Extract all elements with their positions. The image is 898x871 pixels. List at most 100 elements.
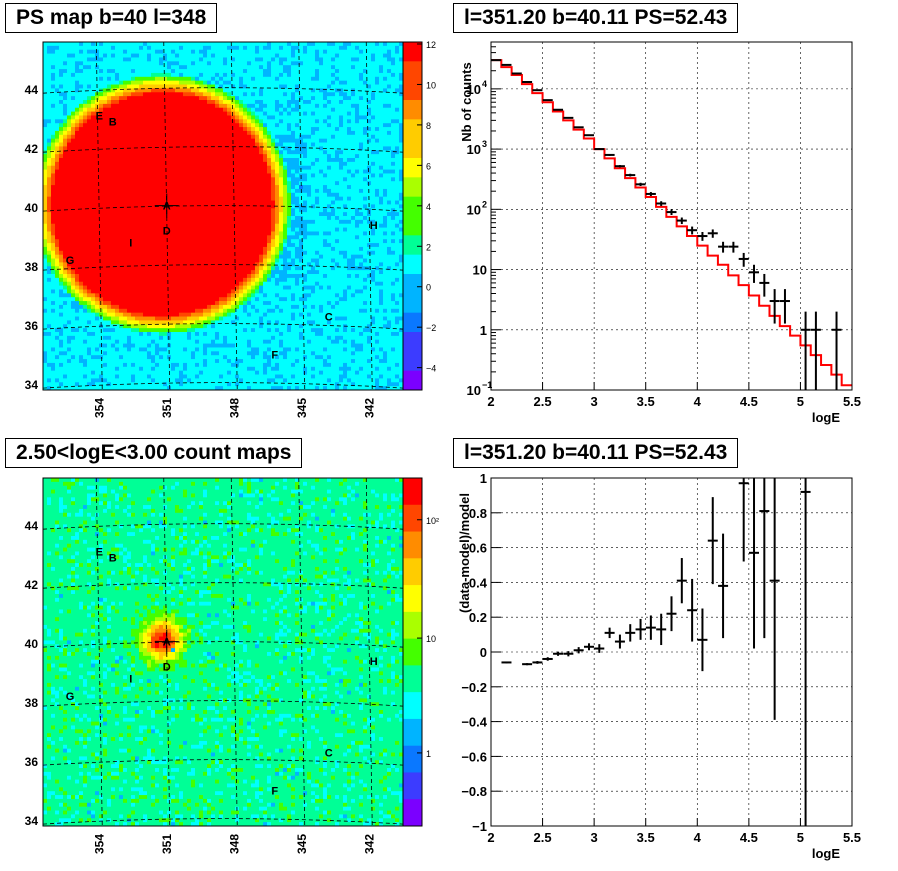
ps-map-source-i: I [129,238,132,250]
residual-y-tick-label: 0 [480,645,487,660]
spectrum-x-tick-label: 4 [694,394,702,409]
ps-map-scale-label: 12 [426,40,436,50]
residual-y-tick-label: −0.2 [461,680,487,695]
residual-x-tick-label: 2.5 [534,830,552,845]
spectrum-grid [491,42,852,390]
ps-map-source-d: D [163,226,171,238]
ps-map-scale-label: 2 [426,242,431,252]
count-map-l-tick-label: 342 [362,834,376,854]
spectrum-x-tick-label: 3.5 [637,394,655,409]
residual-grid [491,478,852,826]
count-map-scale-label: 10 [426,634,436,644]
count-map-b-tick-label: 34 [25,814,39,828]
ps-map-scale-label: −4 [426,364,436,374]
ps-map-scale-label: 6 [426,161,431,171]
ps-map-coord-grid [42,41,404,391]
spectrum-y-tick-exponent: −1 [482,380,492,390]
ps-map-source-f: F [271,350,278,362]
ps-map-source-c: C [325,311,333,323]
ps-map-b-tick-label: 44 [25,83,39,97]
count-map-source-d: D [163,662,171,674]
ps-map-grid-l-345 [298,41,306,391]
spectrum-y-tick-label: 10 [467,202,481,217]
ps-map-scale-label: −2 [426,323,436,333]
residual-y-tick-label: 0.2 [469,610,487,625]
spectrum-y-tick-exponent: 2 [482,199,487,209]
count-map-grid-l-354 [95,477,103,827]
count-map-b-tick-label: 42 [25,578,39,592]
spectrum-x-tick-label: 2 [487,394,494,409]
count-map-source-f: F [271,786,278,798]
ps-map-grid-l-351 [163,41,171,391]
count-map-heatmap [43,478,404,827]
count-map-grid-l-345 [298,477,306,827]
residual-x-tick-label: 2 [487,830,494,845]
ps-map-b-tick-label: 36 [25,319,39,333]
ps-map-l-tick-label: 354 [92,398,106,418]
ps-map-b-tick-label: 42 [25,142,39,156]
count-map-scale-label: 10² [426,516,439,526]
count-map-scale-label: 1 [426,749,431,759]
residual-y-tick-label: −1 [472,819,487,834]
ps-map-scale-label: 4 [426,202,431,212]
residual-x-axis-label: logE [812,846,840,861]
residual-x-tick-label: 5 [797,830,804,845]
residual-x-tick-label: 4.5 [740,830,758,845]
spectrum-y-tick-label: 10 [473,263,487,278]
ps-map-grid-l-354 [95,41,103,391]
spectrum-x-tick-label: 3 [591,394,598,409]
ps-map-heatmap [43,42,404,391]
count-map-grid-l-342 [365,477,373,827]
ps-map-source-h: H [370,220,378,232]
ps-map-title: PS map b=40 l=348 [5,3,218,33]
ps-map-l-tick-label: 348 [227,398,241,418]
ps-map-scale-label: 0 [426,283,431,293]
ps-map-b-tick-label: 38 [25,260,39,274]
residual-y-tick-label: 0.8 [469,506,487,521]
count-map-source-b: B [109,553,117,565]
ps-map-grid-l-348 [230,41,238,391]
count-map-l-tick-label: 351 [160,834,174,854]
count-map-scale-frame [402,477,423,827]
ps-map-l-tick-label: 342 [362,398,376,418]
count-map-grid-l-348 [230,477,238,827]
spectrum-x-tick-label: 4.5 [740,394,758,409]
residual-y-tick-label: −0.8 [461,784,487,799]
count-map-source-e: E [96,547,103,559]
count-map-l-tick-label: 345 [295,834,309,854]
count-map-source-h: H [370,656,378,668]
spectrum-y-tick-exponent: 3 [482,139,487,149]
count-map-color-scale [403,478,422,827]
spectrum-y-tick-label: 10 [467,383,481,398]
ps-map-grid-l-342 [365,41,373,391]
ps-map-source-b: B [109,117,117,129]
residual-data-points [501,478,811,826]
ps-map-b-tick-label: 40 [25,201,39,215]
residual-y-tick-label: −0.6 [461,749,487,764]
ps-map-scale-label: 8 [426,121,431,131]
count-map-grid-l-351 [163,477,171,827]
spectrum-title: l=351.20 b=40.11 PS=52.43 [453,3,739,33]
spectrum-y-tick-label: 10 [467,82,481,97]
spectrum-data-points [491,59,842,390]
spectrum-x-tick-label: 5 [797,394,804,409]
residual-y-tick-label: 0.6 [469,541,487,556]
count-map-source-i: I [129,674,132,686]
count-map-source-g: G [66,691,75,703]
spectrum-x-tick-label: 2.5 [534,394,552,409]
count-map-source-marker [154,629,179,654]
residual-x-tick-label: 4 [694,830,702,845]
ps-map-color-scale [403,42,422,391]
count-map-b-tick-label: 40 [25,637,39,651]
count-map-b-tick-label: 38 [25,696,39,710]
residual-y-axis-label: (data-model)/model [457,493,472,613]
spectrum-model-line [491,59,852,387]
residual-y-tick-label: −0.4 [461,715,487,730]
residual-y-tick-label: 0.4 [469,575,488,590]
count-map-b-tick-label: 44 [25,519,39,533]
residual-y-tick-label: 1 [480,471,487,486]
spectrum-y-tick-label: 10 [467,142,481,157]
count-map-b-tick-label: 36 [25,755,39,769]
ps-map-b-tick-label: 34 [25,378,39,392]
residual-x-tick-label: 3.5 [637,830,655,845]
